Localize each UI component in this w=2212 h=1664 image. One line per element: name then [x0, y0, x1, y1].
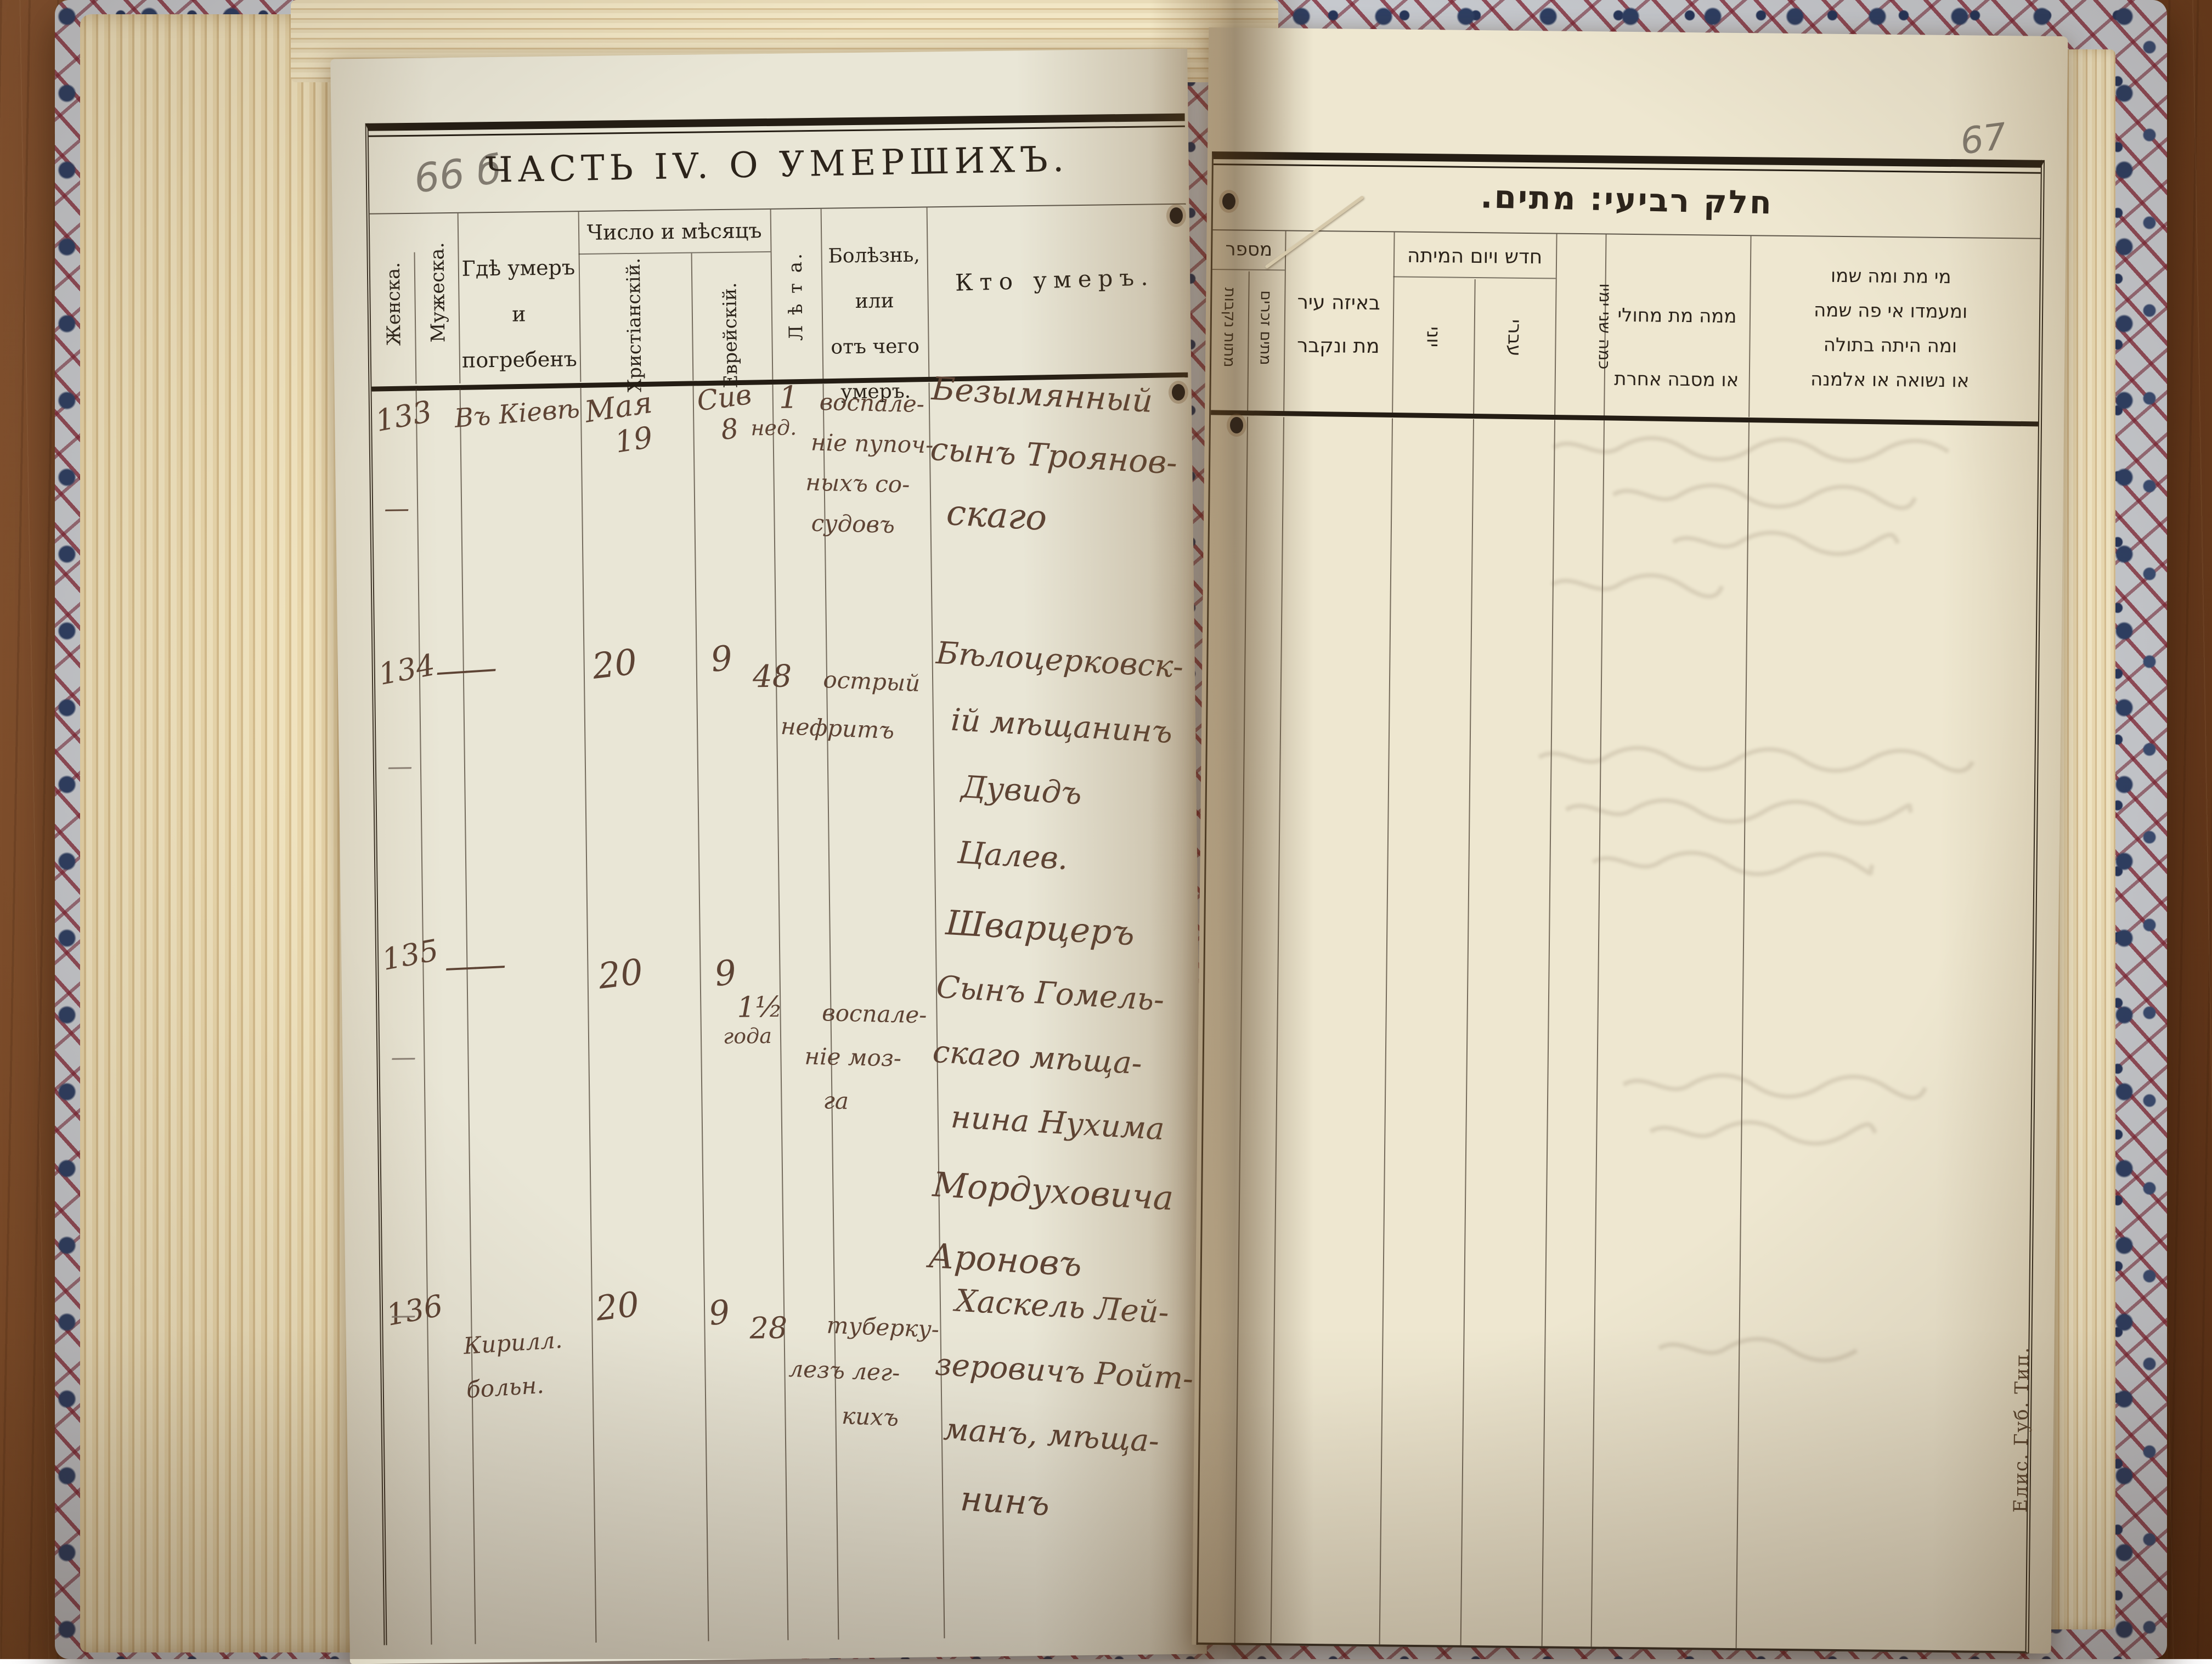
col-header-cause-1: Болѣзнь, или — [821, 233, 928, 325]
age: 48 — [753, 658, 792, 695]
cause: туберку- — [826, 1303, 952, 1353]
date-jewish: 9 — [708, 638, 735, 680]
entry-number: 135 — [379, 933, 441, 977]
place: Въ Кіевѣ — [453, 393, 581, 434]
show-through-mark — [1610, 478, 1918, 515]
show-through-mark — [1550, 431, 1957, 468]
show-through-mark — [1647, 1115, 1878, 1150]
age: 1 — [778, 380, 798, 415]
col-header-date-hebrew: עברי — [1503, 300, 1526, 376]
date-jewish: 9 — [707, 1293, 732, 1333]
metrical-book: 66 б ЧАСТЬ IV. О УМЕРШИХЪ. Женска. Мужес… — [55, 0, 2167, 1659]
date-christian: 20 — [590, 642, 640, 687]
col-header-male: Мужеска. — [426, 227, 450, 342]
place-ditto-dash: —— — [444, 945, 503, 986]
col-header-where-2: и — [458, 291, 579, 338]
age: 1½ — [737, 991, 783, 1024]
pencil-page-number-right: 67 — [1958, 115, 2009, 163]
col-header-date-group: חדש ויום המיתה — [1393, 244, 1556, 268]
show-through-mark — [1590, 845, 1876, 881]
female-dash: — — [391, 1300, 416, 1330]
col-header-date-christian: Христіанскій. — [622, 239, 646, 392]
col-header-date-jewish: Еврейскій. — [718, 240, 742, 388]
right-page: 67 חלק רביעי: מתים. מספר מתות נקבות מתים… — [1192, 27, 2068, 1654]
punch-hole — [1222, 193, 1235, 210]
col-header-who-3: ומה היתה בתולה — [1749, 327, 2032, 364]
show-through-mark — [1536, 741, 1976, 778]
right-table-header: מספר מתות נקבות מתים זכרים באיזה עיר מת … — [1211, 230, 2040, 420]
col-header-cause-2: או מסבה אחרת — [1604, 347, 1749, 412]
punch-hole — [1230, 417, 1243, 433]
date-christian: 20 — [596, 952, 646, 997]
col-header-who-1: מי מת ומה שמו — [1750, 258, 2032, 295]
col-header-male-deaths: מתים זכרים — [1256, 275, 1276, 380]
col-header-number-group: מספר — [1212, 238, 1285, 261]
female-dash: — — [384, 493, 410, 523]
punch-hole — [1172, 384, 1185, 401]
show-through-mark — [1549, 568, 1725, 602]
show-through-mark — [1563, 793, 1915, 830]
date-christian: 20 — [594, 1284, 641, 1329]
col-header-where-1: באיזה עיר — [1284, 280, 1393, 325]
col-header-who-4: או נשואה או אלמנה — [1748, 362, 2031, 399]
cause: воспале- — [821, 991, 946, 1037]
left-table-header: Женска. Мужеска. Гдѣ умеръ и погребенъ Ч… — [370, 205, 1188, 385]
female-dash: — — [387, 751, 413, 781]
col-header-where-1: Гдѣ умеръ — [458, 245, 579, 292]
col-header-cause-2: отъ чего — [822, 324, 928, 370]
col-header-date-greek: יוני — [1422, 298, 1444, 375]
col-header-cause-1: ממה מת מחולי — [1604, 284, 1750, 348]
col-header-where-2: מת ונקבר — [1284, 324, 1393, 369]
printer-imprint: Елис. Губ. Тип. — [2010, 1314, 2034, 1544]
place-ditto-dash: —— — [435, 648, 494, 691]
show-through-mark — [1621, 1068, 1928, 1104]
entry-number: 133 — [373, 394, 435, 438]
left-page: 66 б ЧАСТЬ IV. О УМЕРШИХЪ. Женска. Мужес… — [330, 49, 1207, 1664]
col-header-age: Л ѣ т а. — [785, 253, 808, 341]
right-table: חלק רביעי: מתים. מספר מתות נקבות מתים זכ… — [1197, 151, 2045, 1654]
date-jewish: 9 — [712, 952, 738, 994]
left-page-title: ЧАСТЬ IV. О УМЕРШИХЪ. — [369, 137, 1186, 193]
cause: воспале- — [819, 382, 946, 425]
right-table-body — [1198, 416, 2038, 1651]
left-table-body: 133 — Въ Кіевѣ Мая 19 Сив 8 1 нед. — [372, 380, 1204, 1645]
col-header-where-3: погребенъ — [459, 336, 580, 383]
punch-hole — [1170, 207, 1183, 224]
right-page-title: חלק רביעי: מתים. — [1213, 172, 2041, 227]
show-through-mark — [1670, 526, 1901, 561]
show-through-mark — [1656, 1332, 1865, 1367]
col-header-female: Женска. — [382, 236, 405, 346]
entry-number: 134 — [376, 647, 438, 692]
left-table: ЧАСТЬ IV. О УМЕРШИХЪ. Женска. Мужеска. Г… — [365, 114, 1204, 1645]
age: 28 — [749, 1311, 787, 1346]
place: Кирилл. — [462, 1316, 591, 1368]
col-header-date-group: Число и мѣсяцъ — [578, 218, 771, 245]
female-dash: — — [391, 1042, 416, 1072]
cause: острый — [822, 656, 941, 709]
col-header-who: Кто умеръ. — [927, 263, 1183, 297]
col-header-who-2: ומעמדו אי פה שמה — [1750, 292, 2032, 330]
col-header-female-deaths: מתות נקבות — [1220, 275, 1239, 380]
